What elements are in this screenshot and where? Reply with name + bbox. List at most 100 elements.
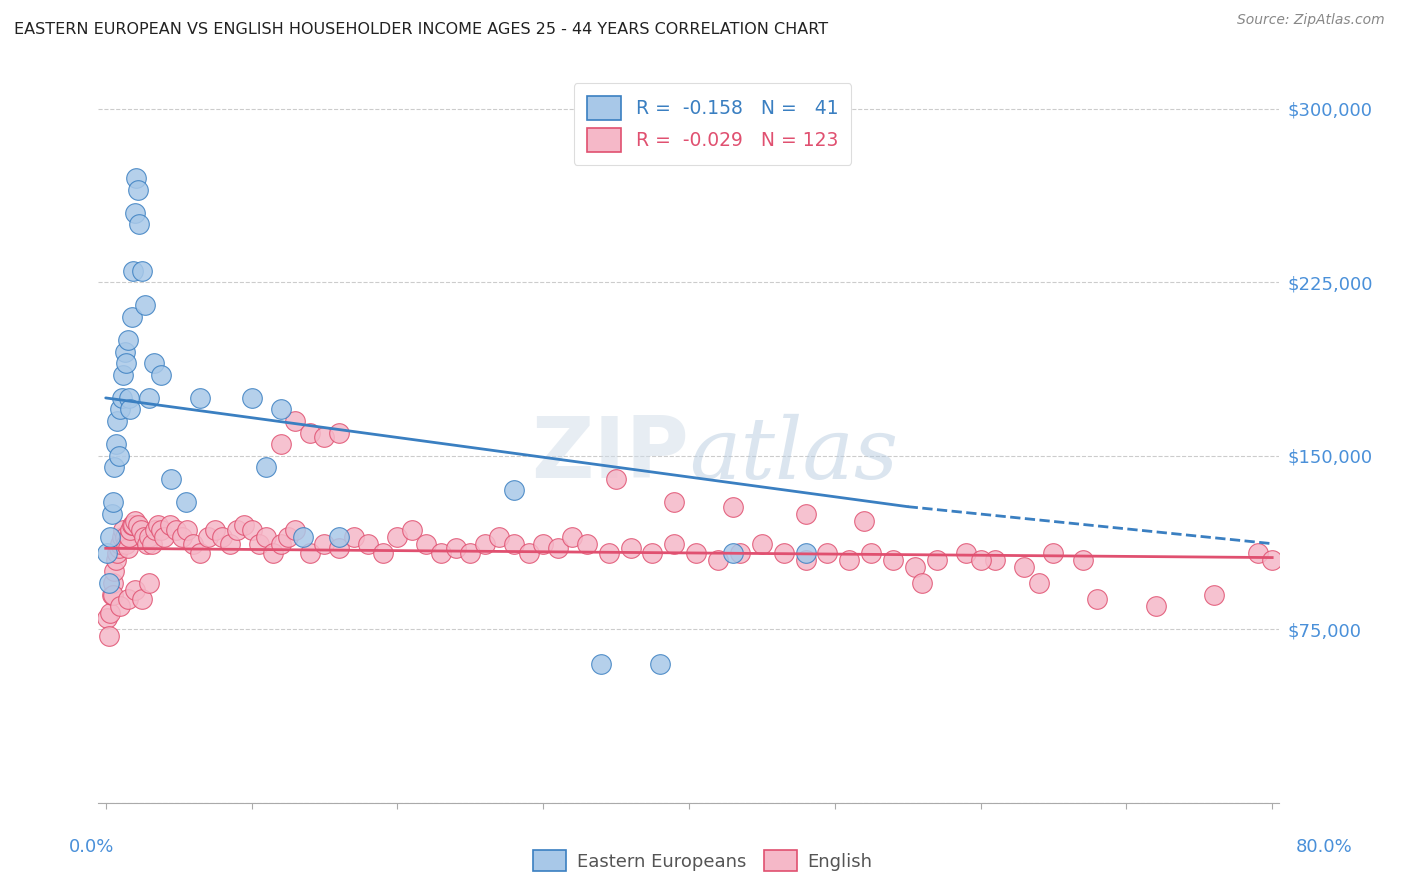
- Point: [112, 523, 135, 537]
- Point: [561, 530, 583, 544]
- Text: atlas: atlas: [689, 414, 898, 496]
- Point: [159, 518, 181, 533]
- Point: [247, 536, 270, 550]
- Point: [794, 546, 817, 560]
- Point: [728, 546, 751, 560]
- Point: [143, 523, 166, 537]
- Point: [121, 310, 143, 324]
- Point: [97, 629, 120, 643]
- Point: [298, 546, 321, 560]
- Point: [1202, 588, 1225, 602]
- Point: [170, 530, 193, 544]
- Point: [342, 530, 364, 544]
- Text: 0.0%: 0.0%: [69, 838, 114, 855]
- Point: [254, 460, 277, 475]
- Text: EASTERN EUROPEAN VS ENGLISH HOUSEHOLDER INCOME AGES 25 - 44 YEARS CORRELATION CH: EASTERN EUROPEAN VS ENGLISH HOUSEHOLDER …: [14, 22, 828, 37]
- Point: [415, 536, 437, 550]
- Point: [314, 536, 336, 550]
- Point: [111, 530, 134, 544]
- Point: [138, 576, 160, 591]
- Point: [1028, 576, 1050, 591]
- Point: [794, 507, 817, 521]
- Point: [298, 425, 321, 440]
- Point: [772, 546, 794, 560]
- Point: [112, 368, 135, 382]
- Point: [104, 437, 127, 451]
- Point: [444, 541, 467, 556]
- Point: [100, 588, 122, 602]
- Point: [101, 588, 124, 602]
- Point: [124, 514, 146, 528]
- Point: [122, 263, 145, 277]
- Point: [721, 546, 744, 560]
- Point: [100, 507, 122, 521]
- Point: [575, 536, 598, 550]
- Point: [103, 565, 125, 579]
- Point: [124, 582, 146, 597]
- Point: [664, 536, 686, 550]
- Point: [531, 536, 554, 550]
- Point: [101, 495, 124, 509]
- Point: [110, 536, 132, 550]
- Point: [648, 657, 671, 671]
- Point: [925, 553, 948, 567]
- Point: [882, 553, 904, 567]
- Point: [110, 599, 132, 614]
- Point: [204, 523, 226, 537]
- Point: [160, 472, 183, 486]
- Point: [474, 536, 496, 550]
- Point: [120, 402, 142, 417]
- Point: [794, 553, 817, 567]
- Point: [96, 546, 118, 560]
- Point: [150, 523, 173, 537]
- Point: [115, 356, 138, 370]
- Point: [860, 546, 883, 560]
- Point: [291, 530, 314, 544]
- Point: [254, 530, 277, 544]
- Point: [270, 402, 292, 417]
- Point: [131, 592, 153, 607]
- Point: [458, 546, 481, 560]
- Point: [955, 546, 977, 560]
- Point: [314, 430, 336, 444]
- Point: [174, 495, 197, 509]
- Point: [1071, 553, 1094, 567]
- Point: [197, 530, 219, 544]
- Point: [262, 546, 284, 560]
- Point: [904, 559, 927, 574]
- Point: [721, 500, 744, 514]
- Point: [132, 530, 155, 544]
- Point: [190, 391, 212, 405]
- Point: [387, 530, 409, 544]
- Point: [134, 298, 156, 312]
- Point: [142, 356, 165, 370]
- Point: [707, 553, 730, 567]
- Point: [517, 546, 540, 560]
- Point: [1014, 559, 1036, 574]
- Point: [605, 472, 627, 486]
- Point: [371, 546, 394, 560]
- Point: [401, 523, 423, 537]
- Point: [430, 546, 453, 560]
- Point: [138, 391, 160, 405]
- Point: [1246, 546, 1268, 560]
- Point: [153, 530, 176, 544]
- Point: [120, 523, 142, 537]
- Point: [270, 536, 292, 550]
- Point: [357, 536, 380, 550]
- Point: [108, 541, 131, 556]
- Point: [127, 518, 149, 533]
- Point: [121, 518, 143, 533]
- Point: [118, 391, 141, 405]
- Point: [150, 368, 173, 382]
- Point: [108, 449, 131, 463]
- Point: [103, 460, 125, 475]
- Point: [503, 536, 526, 550]
- Point: [598, 546, 620, 560]
- Point: [117, 333, 139, 347]
- Point: [240, 391, 263, 405]
- Point: [685, 546, 707, 560]
- Point: [110, 402, 132, 417]
- Point: [328, 425, 350, 440]
- Text: 80.0%: 80.0%: [1296, 838, 1353, 855]
